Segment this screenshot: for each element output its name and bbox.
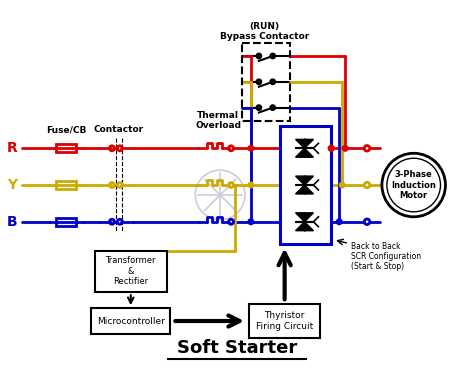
Text: Contactor: Contactor — [94, 125, 144, 135]
Circle shape — [248, 146, 254, 151]
Text: Y: Y — [8, 178, 18, 192]
Text: B: B — [7, 215, 18, 229]
Circle shape — [337, 219, 342, 225]
Text: Transformer
&
Rectifier: Transformer & Rectifier — [106, 257, 156, 286]
Polygon shape — [296, 148, 313, 157]
Bar — [95, 251, 166, 292]
Polygon shape — [296, 139, 313, 148]
Bar — [91, 308, 171, 334]
Circle shape — [342, 146, 348, 151]
Circle shape — [248, 182, 254, 188]
Text: Thermal
Overload: Thermal Overload — [195, 111, 241, 130]
Text: 3-Phase
Induction
Motor: 3-Phase Induction Motor — [391, 170, 436, 200]
Text: R: R — [7, 141, 18, 155]
Bar — [249, 304, 320, 338]
Bar — [56, 218, 76, 226]
Circle shape — [339, 182, 345, 188]
Bar — [280, 127, 331, 243]
Polygon shape — [296, 213, 313, 222]
Bar — [56, 144, 76, 152]
Circle shape — [248, 219, 254, 225]
Circle shape — [328, 145, 334, 151]
Text: (RUN)
Bypass Contactor: (RUN) Bypass Contactor — [220, 22, 310, 41]
Polygon shape — [296, 185, 313, 194]
Text: Thyristor
Firing Circuit: Thyristor Firing Circuit — [256, 311, 313, 331]
Text: Microcontroller: Microcontroller — [97, 316, 165, 325]
Text: Soft Starter: Soft Starter — [177, 339, 297, 357]
Text: Fuse/CB: Fuse/CB — [46, 125, 86, 135]
Polygon shape — [296, 222, 313, 231]
Text: Back to Back
SCR Configuration
(Start & Stop): Back to Back SCR Configuration (Start & … — [351, 242, 421, 271]
Circle shape — [382, 153, 446, 217]
Polygon shape — [296, 176, 313, 185]
Bar — [242, 43, 290, 121]
Bar — [56, 181, 76, 189]
